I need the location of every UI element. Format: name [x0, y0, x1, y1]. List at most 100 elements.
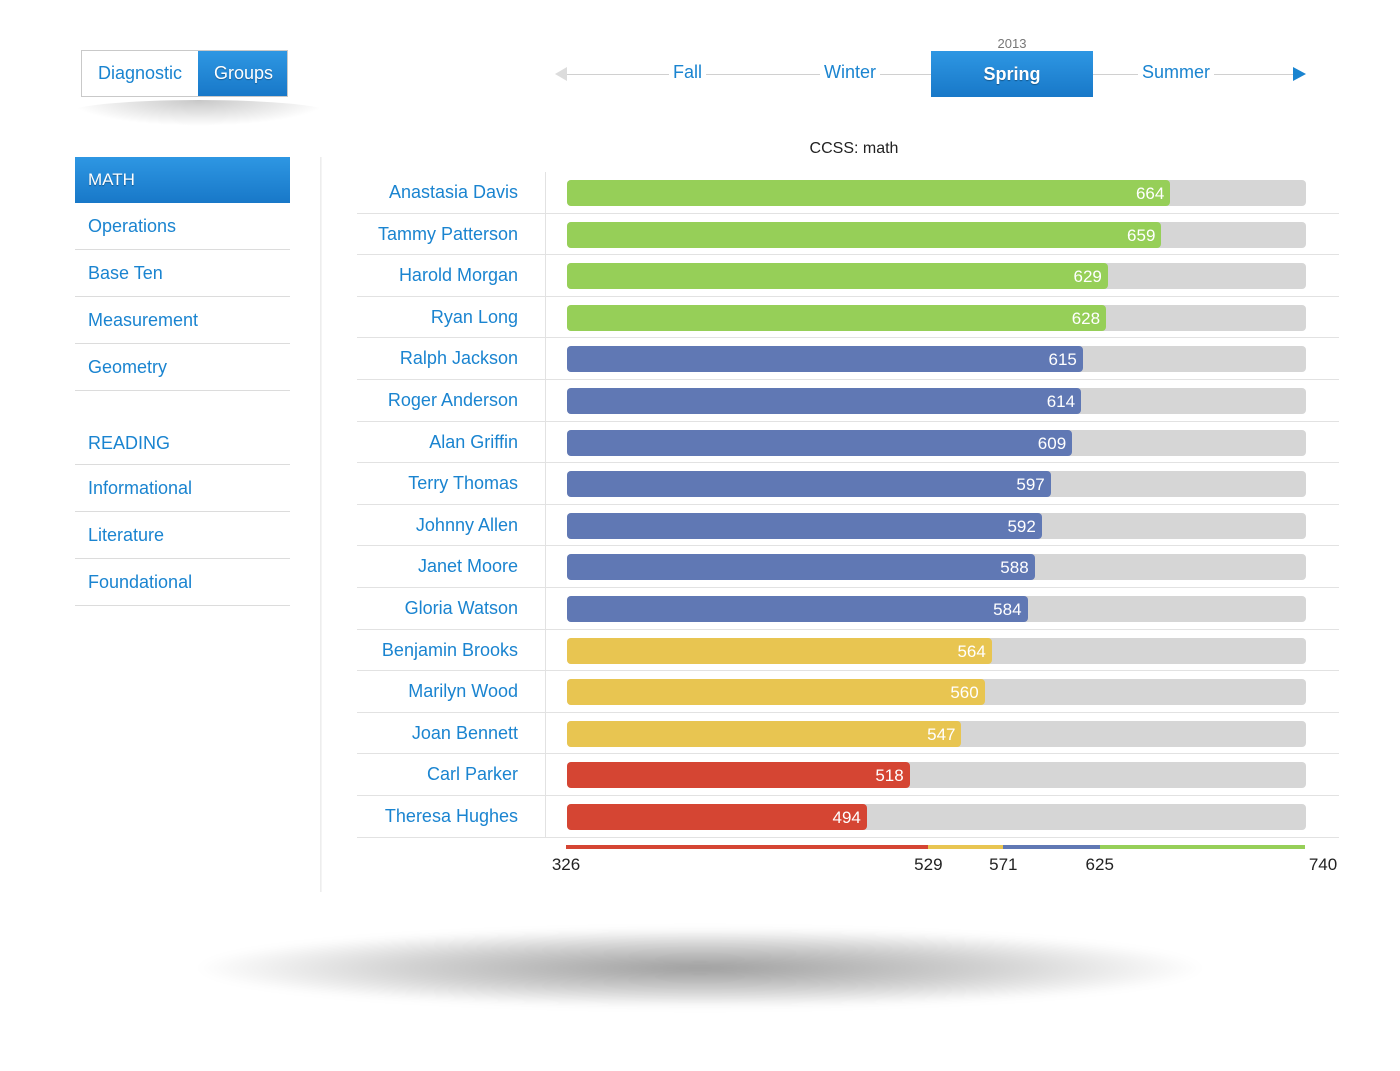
student-name[interactable]: Janet Moore: [417, 556, 518, 577]
sidebar-header-math[interactable]: MATH: [75, 157, 290, 203]
sidebar-item-geometry[interactable]: Geometry: [75, 344, 290, 391]
score-label: 494: [832, 808, 861, 827]
score-bar[interactable]: [567, 180, 1171, 206]
chart-row: Harold Morgan 629: [357, 255, 1339, 297]
season-fall[interactable]: Fall: [669, 62, 707, 83]
score-label: 615: [1048, 350, 1077, 370]
student-name[interactable]: Benjamin Brooks: [381, 639, 518, 660]
sidebar-item-literature[interactable]: Literature: [75, 512, 290, 559]
chart-row: Tammy Patterson 659: [357, 214, 1339, 256]
view-toggle: Diagnostic Groups: [81, 50, 288, 97]
chart-row: Roger Anderson 614: [357, 380, 1339, 422]
student-name[interactable]: Roger Anderson: [387, 390, 518, 410]
scale-tick-label: 571: [989, 855, 1018, 874]
score-bar[interactable]: [567, 512, 1042, 539]
score-bar[interactable]: [567, 346, 1083, 373]
student-name[interactable]: Johnny Allen: [415, 514, 518, 535]
student-name[interactable]: Gloria Watson: [404, 598, 518, 618]
chart-row: Ryan Long 628: [357, 297, 1339, 339]
chart-row: Theresa Hughes 494: [357, 796, 1339, 838]
student-name[interactable]: Ryan Long: [430, 306, 518, 327]
chart-row: Joan Bennett 547: [357, 713, 1339, 755]
student-name[interactable]: Marilyn Wood: [408, 681, 518, 702]
scale-band: [1099, 845, 1305, 849]
score-label: 609: [1037, 433, 1067, 453]
subject-sidebar: MATH Operations Base Ten Measurement Geo…: [75, 157, 290, 606]
score-bar[interactable]: [567, 304, 1107, 331]
score-bar[interactable]: [567, 762, 910, 789]
score-bar[interactable]: [567, 554, 1035, 581]
sidebar-item-operations[interactable]: Operations: [75, 203, 290, 250]
chart-title: CCSS: math: [809, 140, 899, 157]
scale-band: [928, 845, 1004, 849]
sidebar-header-reading[interactable]: READING: [75, 417, 290, 465]
student-name[interactable]: Harold Morgan: [398, 265, 518, 286]
bar-track: 584: [567, 596, 1306, 622]
score-label: 592: [1007, 516, 1036, 536]
score-bar[interactable]: [567, 804, 867, 830]
score-label: 518: [875, 766, 904, 786]
score-bar[interactable]: [567, 429, 1073, 456]
chart-row: Gloria Watson 584: [357, 588, 1339, 630]
chart-axis-line: [545, 172, 546, 838]
sidebar-item-informational[interactable]: Informational: [75, 465, 290, 512]
sidebar-divider: [320, 157, 322, 892]
chart-row: Benjamin Brooks 564: [357, 630, 1339, 672]
chart-row: Marilyn Wood 560: [357, 671, 1339, 713]
scale-band: [1003, 845, 1100, 849]
chart-row: Anastasia Davis 664: [357, 172, 1339, 214]
season-spring[interactable]: Spring: [931, 51, 1093, 97]
score-label: 560: [950, 683, 979, 703]
score-label: 628: [1071, 308, 1101, 328]
student-name[interactable]: Terry Thomas: [408, 473, 518, 494]
scale-tick-label: 740: [1308, 855, 1338, 874]
bar-track: 588: [567, 554, 1306, 581]
chart-row: Terry Thomas 597: [357, 463, 1339, 505]
triangle-left-icon[interactable]: [555, 67, 567, 81]
score-bar[interactable]: [567, 679, 985, 706]
diagnostic-tab[interactable]: Diagnostic: [82, 51, 198, 96]
scale-tick-label: 326: [551, 855, 581, 874]
triangle-right-icon[interactable]: [1293, 67, 1306, 81]
bar-track: 615: [567, 346, 1306, 373]
groups-tab[interactable]: Groups: [198, 51, 287, 96]
student-name[interactable]: Carl Parker: [426, 764, 518, 785]
chart-row: Janet Moore 588: [357, 546, 1339, 588]
bar-track: 597: [567, 471, 1306, 498]
score-bar[interactable]: [567, 221, 1162, 248]
floor-shadow: [190, 928, 1210, 1008]
score-bar[interactable]: [567, 471, 1051, 498]
sidebar-item-base-ten[interactable]: Base Ten: [75, 250, 290, 297]
score-bar[interactable]: [567, 596, 1028, 622]
student-name[interactable]: Theresa Hughes: [384, 806, 518, 826]
score-bar[interactable]: [567, 720, 962, 747]
bar-track: 592: [567, 512, 1306, 539]
toggle-shadow: [68, 100, 330, 126]
chart-row: Johnny Allen 592: [357, 505, 1339, 547]
sidebar-item-measurement[interactable]: Measurement: [75, 297, 290, 344]
season-winter[interactable]: Winter: [820, 62, 881, 83]
student-name[interactable]: Ralph Jackson: [399, 348, 518, 369]
bar-track: 494: [567, 804, 1306, 830]
score-label: 597: [1016, 475, 1045, 495]
bar-track: 629: [567, 263, 1306, 290]
bar-track: 628: [567, 304, 1306, 331]
score-label: 584: [993, 600, 1022, 619]
score-label: 664: [1135, 184, 1165, 203]
score-label: 588: [1000, 558, 1029, 578]
student-name[interactable]: Anastasia Davis: [388, 182, 518, 202]
bar-track: 560: [567, 679, 1306, 706]
score-label: 547: [927, 724, 956, 744]
season-summer[interactable]: Summer: [1138, 62, 1215, 83]
score-bar[interactable]: [567, 263, 1108, 290]
bar-track: 564: [567, 637, 1306, 664]
chart-row: Alan Griffin 609: [357, 422, 1339, 464]
student-name[interactable]: Joan Bennett: [411, 722, 518, 743]
student-name[interactable]: Alan Griffin: [429, 431, 518, 452]
bar-track: 664: [567, 180, 1306, 206]
score-bar[interactable]: [567, 388, 1082, 414]
sidebar-item-foundational[interactable]: Foundational: [75, 559, 290, 606]
student-name[interactable]: Tammy Patterson: [377, 223, 518, 244]
score-bar[interactable]: [567, 637, 992, 664]
bar-track: 518: [567, 762, 1306, 789]
